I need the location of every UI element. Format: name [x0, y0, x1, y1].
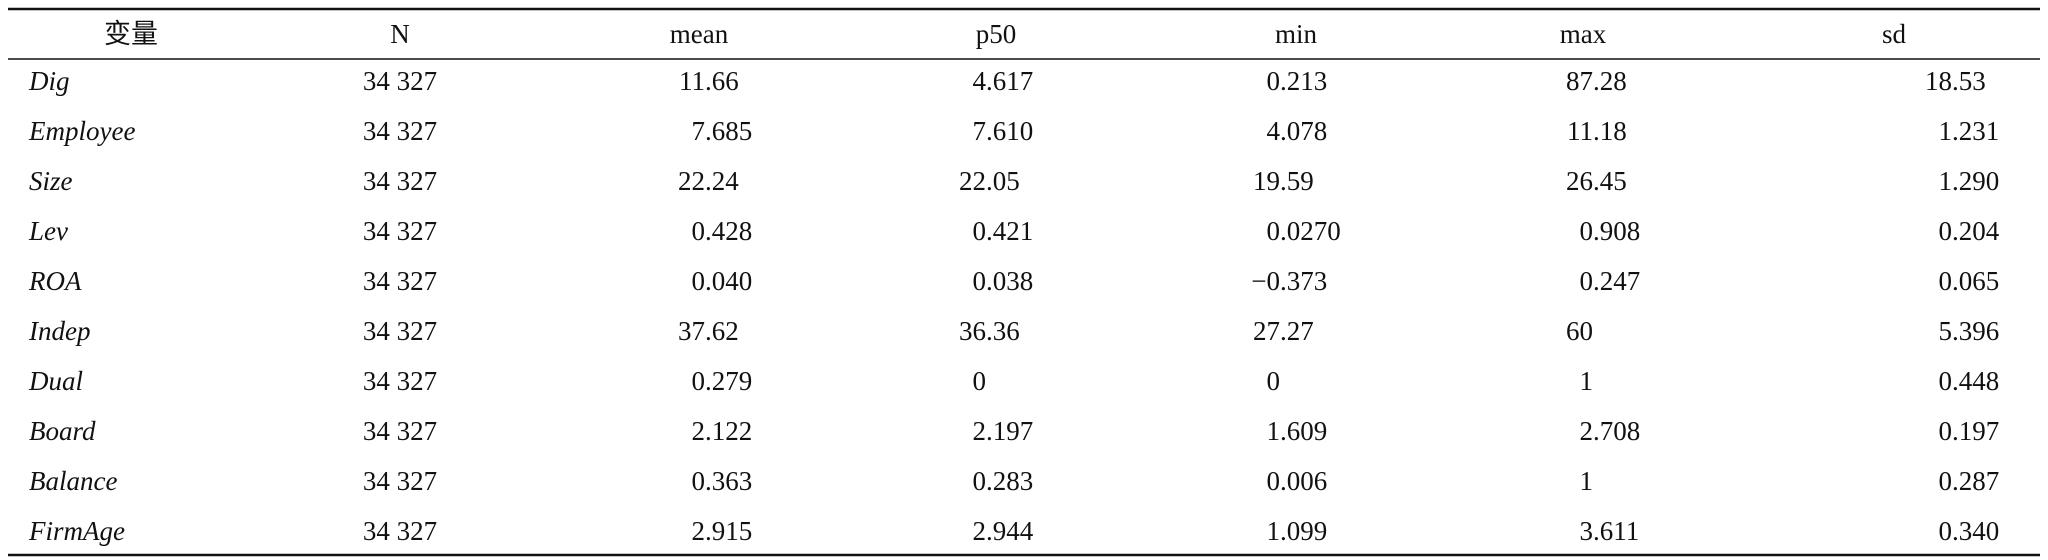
- cell: 34 327: [363, 466, 437, 496]
- cell: 1: [1580, 466, 1594, 496]
- column-header: min: [1275, 19, 1318, 49]
- cell: 2.915: [692, 516, 753, 546]
- cell: 60: [1566, 316, 1593, 346]
- cell: 0.279: [692, 366, 753, 396]
- cell: 1.290: [1939, 166, 2000, 196]
- cell: 7.685: [692, 116, 753, 146]
- cell: 1: [1580, 366, 1594, 396]
- column-header: sd: [1882, 19, 1907, 49]
- cell: 2.944: [973, 516, 1034, 546]
- cell: 22.05: [959, 166, 1020, 196]
- cell: 2.122: [692, 416, 753, 446]
- cell: 34 327: [363, 66, 437, 96]
- variable-name: Size: [29, 166, 73, 196]
- cell: 87.28: [1566, 66, 1627, 96]
- column-header: max: [1560, 19, 1607, 49]
- cell: 0.213: [1267, 66, 1328, 96]
- cell: 0: [1267, 366, 1281, 396]
- cell: 0: [973, 366, 987, 396]
- cell: 22.24: [678, 166, 739, 196]
- variable-name: ROA: [28, 266, 82, 296]
- variable-name: Indep: [28, 316, 90, 346]
- cell: 19.59: [1253, 166, 1314, 196]
- cell: 0.197: [1939, 416, 2000, 446]
- column-header: mean: [670, 19, 729, 49]
- cell: 34 327: [363, 416, 437, 446]
- cell: 2.708: [1580, 416, 1641, 446]
- cell: 34 327: [363, 116, 437, 146]
- variable-name: Employee: [28, 116, 135, 146]
- cell: 0.038: [973, 266, 1034, 296]
- cell: 34 327: [363, 516, 437, 546]
- cell: 34 327: [363, 166, 437, 196]
- cell: 1.609: [1267, 416, 1328, 446]
- cell: 7.610: [973, 116, 1034, 146]
- variable-name: Dig: [28, 66, 70, 96]
- cell: 0.040: [692, 266, 753, 296]
- cell: 0.0270: [1267, 216, 1341, 246]
- cell: 11.18: [1567, 116, 1627, 146]
- column-header: p50: [976, 19, 1017, 49]
- variable-name: Dual: [28, 366, 83, 396]
- cell: −0.373: [1251, 266, 1327, 296]
- column-header: 变量: [104, 19, 158, 49]
- cell: 37.62: [678, 316, 739, 346]
- cell: 4.617: [973, 66, 1034, 96]
- cell: 4.078: [1267, 116, 1328, 146]
- cell: 0.421: [973, 216, 1034, 246]
- variable-name: Board: [29, 416, 96, 446]
- cell: 0.065: [1939, 266, 2000, 296]
- cell: 26.45: [1566, 166, 1627, 196]
- cell: 3.611: [1580, 516, 1640, 546]
- cell: 0.204: [1939, 216, 2000, 246]
- cell: 1.231: [1939, 116, 2000, 146]
- variable-name: FirmAge: [28, 516, 125, 546]
- cell: 5.396: [1939, 316, 2000, 346]
- cell: 0.428: [692, 216, 753, 246]
- cell: 34 327: [363, 266, 437, 296]
- cell: 11.66: [679, 66, 739, 96]
- cell: 0.448: [1939, 366, 2000, 396]
- cell: 0.908: [1580, 216, 1641, 246]
- cell: 1.099: [1267, 516, 1328, 546]
- cell: 0.287: [1939, 466, 2000, 496]
- cell: 0.340: [1939, 516, 2000, 546]
- cell: 0.006: [1267, 466, 1328, 496]
- cell: 34 327: [363, 216, 437, 246]
- variable-name: Lev: [28, 216, 68, 246]
- cell: 34 327: [363, 316, 437, 346]
- cell: 27.27: [1253, 316, 1314, 346]
- cell: 36.36: [959, 316, 1020, 346]
- cell: 2.197: [973, 416, 1034, 446]
- cell: 34 327: [363, 366, 437, 396]
- cell: 0.247: [1580, 266, 1641, 296]
- variable-name: Balance: [29, 466, 117, 496]
- column-header: N: [390, 19, 410, 49]
- cell: 18.53: [1925, 66, 1986, 96]
- cell: 0.283: [973, 466, 1034, 496]
- cell: 0.363: [692, 466, 753, 496]
